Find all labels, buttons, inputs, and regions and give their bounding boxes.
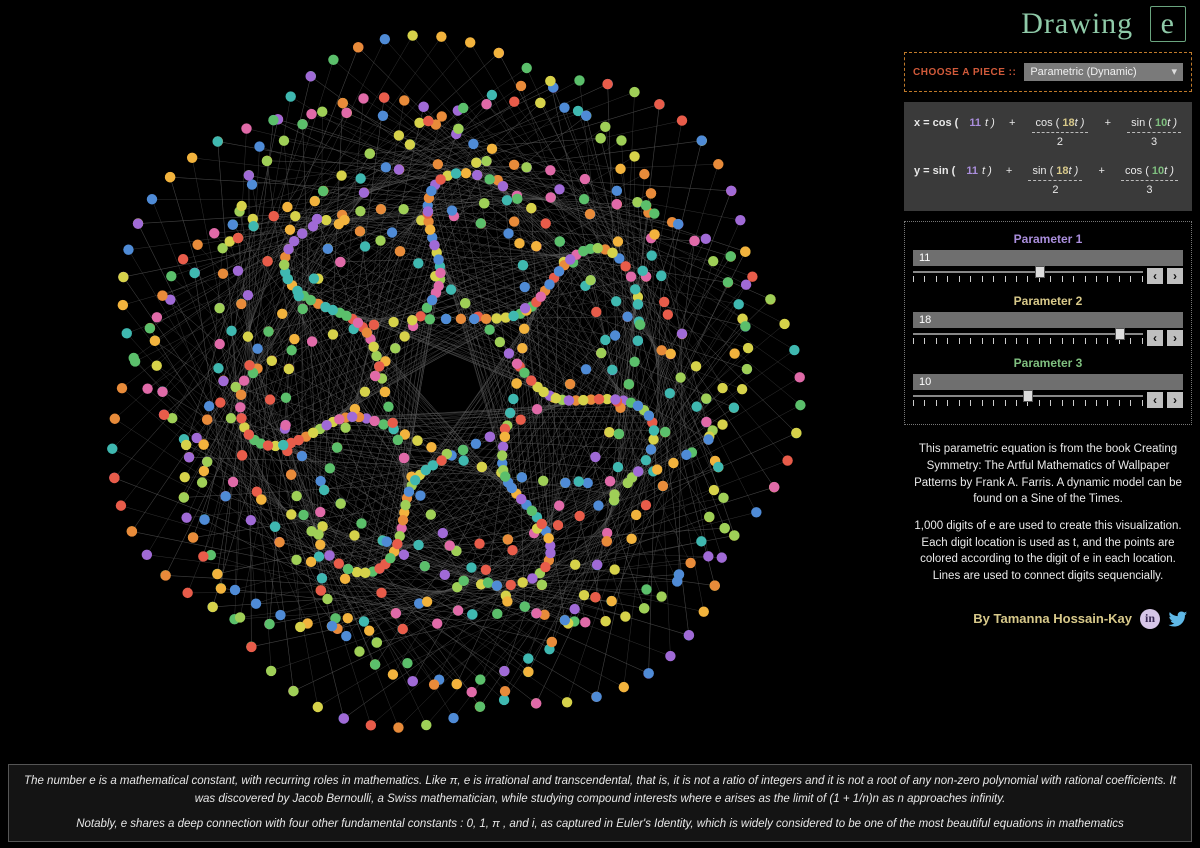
footer-line-2: Notably, e shares a deep connection with…	[21, 816, 1179, 833]
param1-thumb[interactable]	[1035, 266, 1045, 278]
param2-decrement-button[interactable]: ‹	[1147, 330, 1163, 346]
twitter-icon[interactable]	[1168, 609, 1188, 629]
param1-increment-button[interactable]: ›	[1167, 268, 1183, 284]
y-frac-1: sin ( 18t ) 2	[1028, 164, 1082, 198]
app-title-text: Drawing	[1021, 7, 1133, 40]
y-frac-2: cos ( 10t ) 3	[1121, 164, 1178, 198]
param1-block: Parameter 1 11 ‹›	[913, 232, 1183, 284]
app-title: Drawing e	[904, 6, 1192, 42]
x-frac-1: cos ( 18t ) 2	[1032, 116, 1089, 150]
piece-select-wrap[interactable]: Parametric (Dynamic)	[1024, 63, 1183, 81]
param3-value: 10	[913, 374, 1183, 390]
footer-note: The number e is a mathematical constant,…	[8, 764, 1192, 842]
visualization-canvas	[4, 4, 896, 756]
linkedin-icon[interactable]: in	[1140, 609, 1160, 629]
description: This parametric equation is from the boo…	[904, 435, 1192, 596]
param3-slider[interactable]	[913, 392, 1143, 408]
param3-decrement-button[interactable]: ‹	[1147, 392, 1163, 408]
param1-value: 11	[913, 250, 1183, 266]
param2-thumb[interactable]	[1115, 328, 1125, 340]
param2-increment-button[interactable]: ›	[1167, 330, 1183, 346]
byline: By Tamanna Hossain-Kay in	[904, 607, 1192, 629]
param3-thumb[interactable]	[1023, 390, 1033, 402]
param1-title: Parameter 1	[913, 232, 1183, 246]
param3-increment-button[interactable]: ›	[1167, 392, 1183, 408]
digit-dots	[107, 30, 806, 732]
footer-line-1: The number e is a mathematical constant,…	[21, 773, 1179, 808]
param2-value: 18	[913, 312, 1183, 328]
sidebar: Drawing e CHOOSE A PIECE :: Parametric (…	[904, 6, 1192, 629]
description-p1: This parametric equation is from the boo…	[906, 441, 1190, 508]
param2-title: Parameter 2	[913, 294, 1183, 308]
parametric-plot-svg	[4, 4, 896, 756]
param1-decrement-button[interactable]: ‹	[1147, 268, 1163, 284]
parameters-panel: Parameter 111‹›Parameter 218‹›Parameter …	[904, 221, 1192, 425]
param3-block: Parameter 3 10 ‹›	[913, 356, 1183, 408]
equation-y: y = sin ( 11t ) + sin ( 18t ) 2 + cos ( …	[914, 164, 1182, 198]
param1-slider[interactable]	[913, 268, 1143, 284]
param2-block: Parameter 2 18 ‹›	[913, 294, 1183, 346]
description-p2: 1,000 digits of e are used to create thi…	[906, 518, 1190, 585]
byline-text: By Tamanna Hossain-Kay	[973, 611, 1132, 626]
x-frac-2: sin ( 10t ) 3	[1127, 116, 1181, 150]
param3-title: Parameter 3	[913, 356, 1183, 370]
app-title-logo: e	[1150, 6, 1186, 42]
param2-slider[interactable]	[913, 330, 1143, 346]
equation-x: x = cos ( 11t ) + cos ( 18t ) 2 + sin ( …	[914, 116, 1182, 150]
chooser-label: CHOOSE A PIECE ::	[913, 67, 1016, 78]
equation-panel: x = cos ( 11t ) + cos ( 18t ) 2 + sin ( …	[904, 102, 1192, 211]
piece-chooser: CHOOSE A PIECE :: Parametric (Dynamic)	[904, 52, 1192, 92]
piece-select[interactable]: Parametric (Dynamic)	[1024, 63, 1183, 81]
